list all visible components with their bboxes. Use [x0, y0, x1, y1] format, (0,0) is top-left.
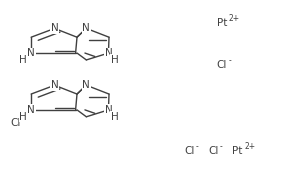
Text: N: N [27, 105, 35, 115]
Text: H: H [111, 112, 119, 122]
Text: H: H [19, 55, 27, 65]
Text: N: N [105, 105, 112, 115]
Text: N: N [27, 48, 35, 58]
Text: -: - [229, 56, 231, 65]
Text: 2+: 2+ [244, 142, 255, 151]
Text: N: N [51, 23, 59, 33]
Text: N: N [82, 23, 90, 33]
Text: N: N [51, 80, 59, 90]
Text: -: - [196, 142, 199, 151]
Text: Cl: Cl [10, 118, 20, 128]
Text: Cl: Cl [208, 146, 219, 156]
Text: -: - [220, 142, 223, 151]
Text: -: - [22, 114, 25, 123]
Text: N: N [82, 80, 90, 90]
Text: Pt: Pt [217, 18, 227, 28]
Text: 2+: 2+ [229, 14, 240, 23]
Text: Cl: Cl [184, 146, 194, 156]
Text: Cl: Cl [217, 60, 227, 70]
Text: Pt: Pt [232, 146, 243, 156]
Text: N: N [105, 48, 112, 58]
Text: H: H [19, 112, 27, 122]
Text: H: H [111, 55, 119, 65]
